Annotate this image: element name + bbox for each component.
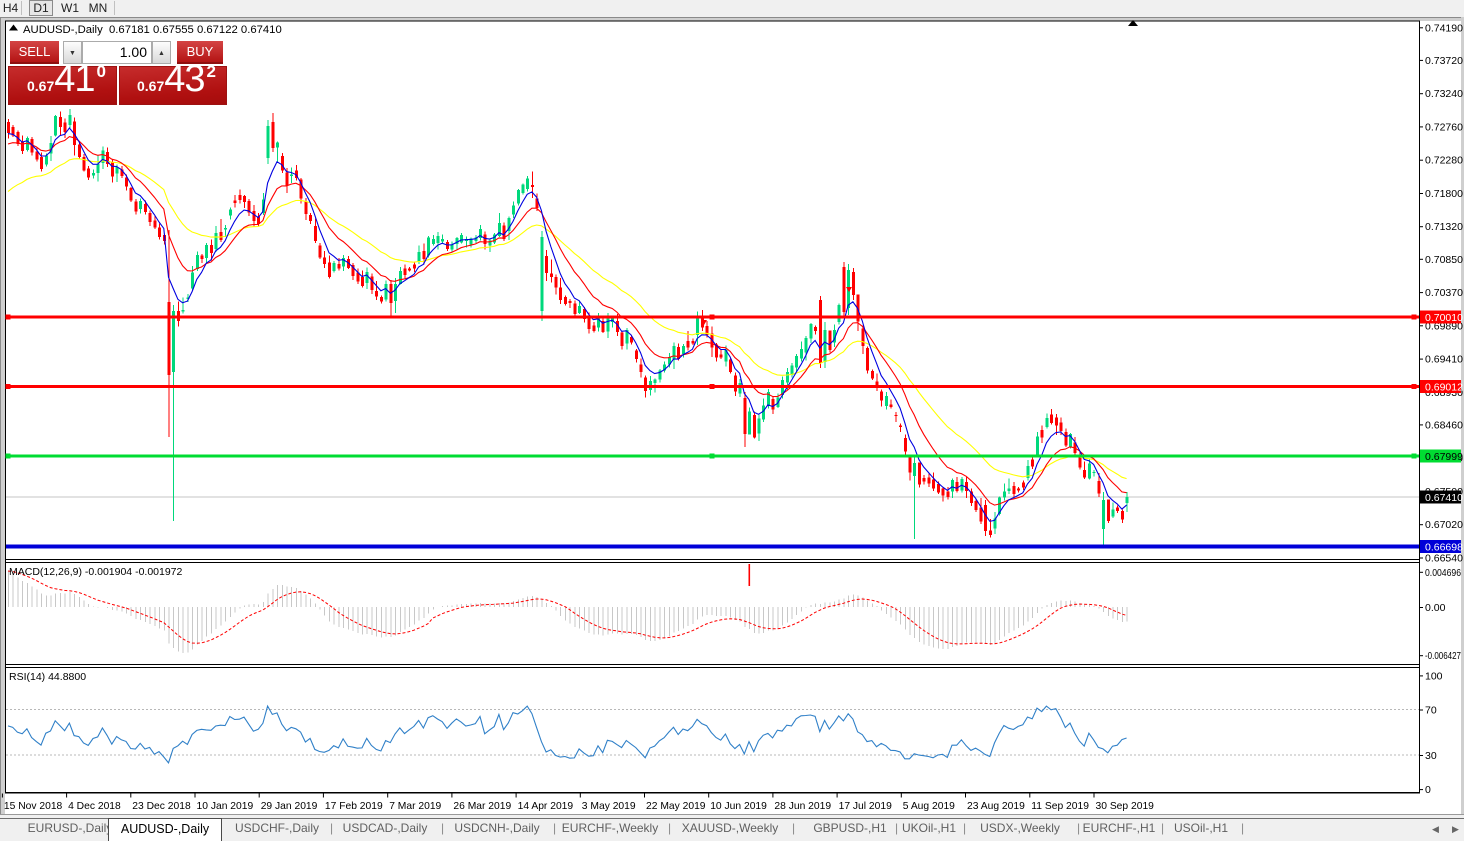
svg-text:0.66540: 0.66540 xyxy=(1425,553,1463,565)
svg-text:0.74190: 0.74190 xyxy=(1425,22,1463,34)
svg-text:0.70850: 0.70850 xyxy=(1425,254,1463,266)
svg-text:MACD(12,26,9) -0.001904 -0.001: MACD(12,26,9) -0.001904 -0.001972 xyxy=(9,566,183,578)
svg-text:0.004696: 0.004696 xyxy=(1425,568,1461,579)
svg-text:-0.006427: -0.006427 xyxy=(1425,651,1461,662)
svg-text:0.71800: 0.71800 xyxy=(1425,188,1463,200)
svg-text:AUDUSD-,Daily 0.67181 0.67555: AUDUSD-,Daily 0.67181 0.67555 0.67122 0.… xyxy=(23,24,282,36)
svg-text:0.73720: 0.73720 xyxy=(1425,55,1463,67)
svg-text:28 Jun 2019: 28 Jun 2019 xyxy=(774,801,831,812)
svg-text:0.70010: 0.70010 xyxy=(1425,312,1463,324)
svg-text:30: 30 xyxy=(1425,750,1437,762)
svg-text:0.72760: 0.72760 xyxy=(1425,121,1463,133)
svg-text:3 May 2019: 3 May 2019 xyxy=(582,801,636,812)
svg-text:0.00: 0.00 xyxy=(1425,602,1446,614)
svg-text:0.67999: 0.67999 xyxy=(1425,451,1463,463)
svg-text:17 Jul 2019: 17 Jul 2019 xyxy=(839,801,893,812)
svg-text:RSI(14) 44.8800: RSI(14) 44.8800 xyxy=(9,671,86,683)
svg-text:29 Jan 2019: 29 Jan 2019 xyxy=(261,801,318,812)
svg-text:11 Sep 2019: 11 Sep 2019 xyxy=(1031,801,1089,812)
svg-text:10 Jan 2019: 10 Jan 2019 xyxy=(197,801,254,812)
svg-text:0.71320: 0.71320 xyxy=(1425,221,1463,233)
svg-text:4 Dec 2018: 4 Dec 2018 xyxy=(68,801,121,812)
svg-text:0.68460: 0.68460 xyxy=(1425,419,1463,431)
svg-text:26 Mar 2019: 26 Mar 2019 xyxy=(453,801,511,812)
svg-text:0.70370: 0.70370 xyxy=(1425,287,1463,299)
svg-text:5 Aug 2019: 5 Aug 2019 xyxy=(903,801,955,812)
svg-text:30 Sep 2019: 30 Sep 2019 xyxy=(1096,801,1155,812)
svg-text:0.72280: 0.72280 xyxy=(1425,155,1463,167)
svg-text:17 Feb 2019: 17 Feb 2019 xyxy=(325,801,383,812)
svg-text:0.67020: 0.67020 xyxy=(1425,519,1463,531)
svg-text:0.69410: 0.69410 xyxy=(1425,354,1463,366)
svg-text:23 Aug 2019: 23 Aug 2019 xyxy=(967,801,1025,812)
svg-text:23 Dec 2018: 23 Dec 2018 xyxy=(132,801,191,812)
svg-text:22 May 2019: 22 May 2019 xyxy=(646,801,706,812)
svg-text:0.69012: 0.69012 xyxy=(1425,382,1463,394)
svg-text:10 Jun 2019: 10 Jun 2019 xyxy=(710,801,767,812)
svg-text:7 Mar 2019: 7 Mar 2019 xyxy=(389,801,441,812)
svg-text:70: 70 xyxy=(1425,705,1437,717)
svg-text:14 Apr 2019: 14 Apr 2019 xyxy=(518,801,574,812)
svg-text:0.73240: 0.73240 xyxy=(1425,88,1463,100)
svg-text:0.67410: 0.67410 xyxy=(1425,492,1463,504)
svg-text:0.66698: 0.66698 xyxy=(1425,542,1463,554)
svg-text:0: 0 xyxy=(1425,784,1431,796)
svg-text:100: 100 xyxy=(1425,670,1443,682)
svg-text:15 Nov 2018: 15 Nov 2018 xyxy=(4,801,63,812)
